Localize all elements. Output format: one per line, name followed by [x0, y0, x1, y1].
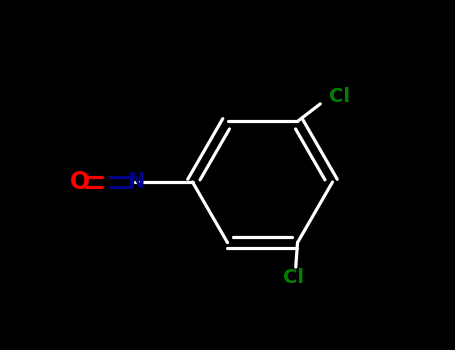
Text: O: O	[69, 170, 90, 194]
Text: Cl: Cl	[329, 88, 350, 106]
Text: N: N	[127, 172, 144, 192]
Text: Cl: Cl	[283, 268, 304, 287]
